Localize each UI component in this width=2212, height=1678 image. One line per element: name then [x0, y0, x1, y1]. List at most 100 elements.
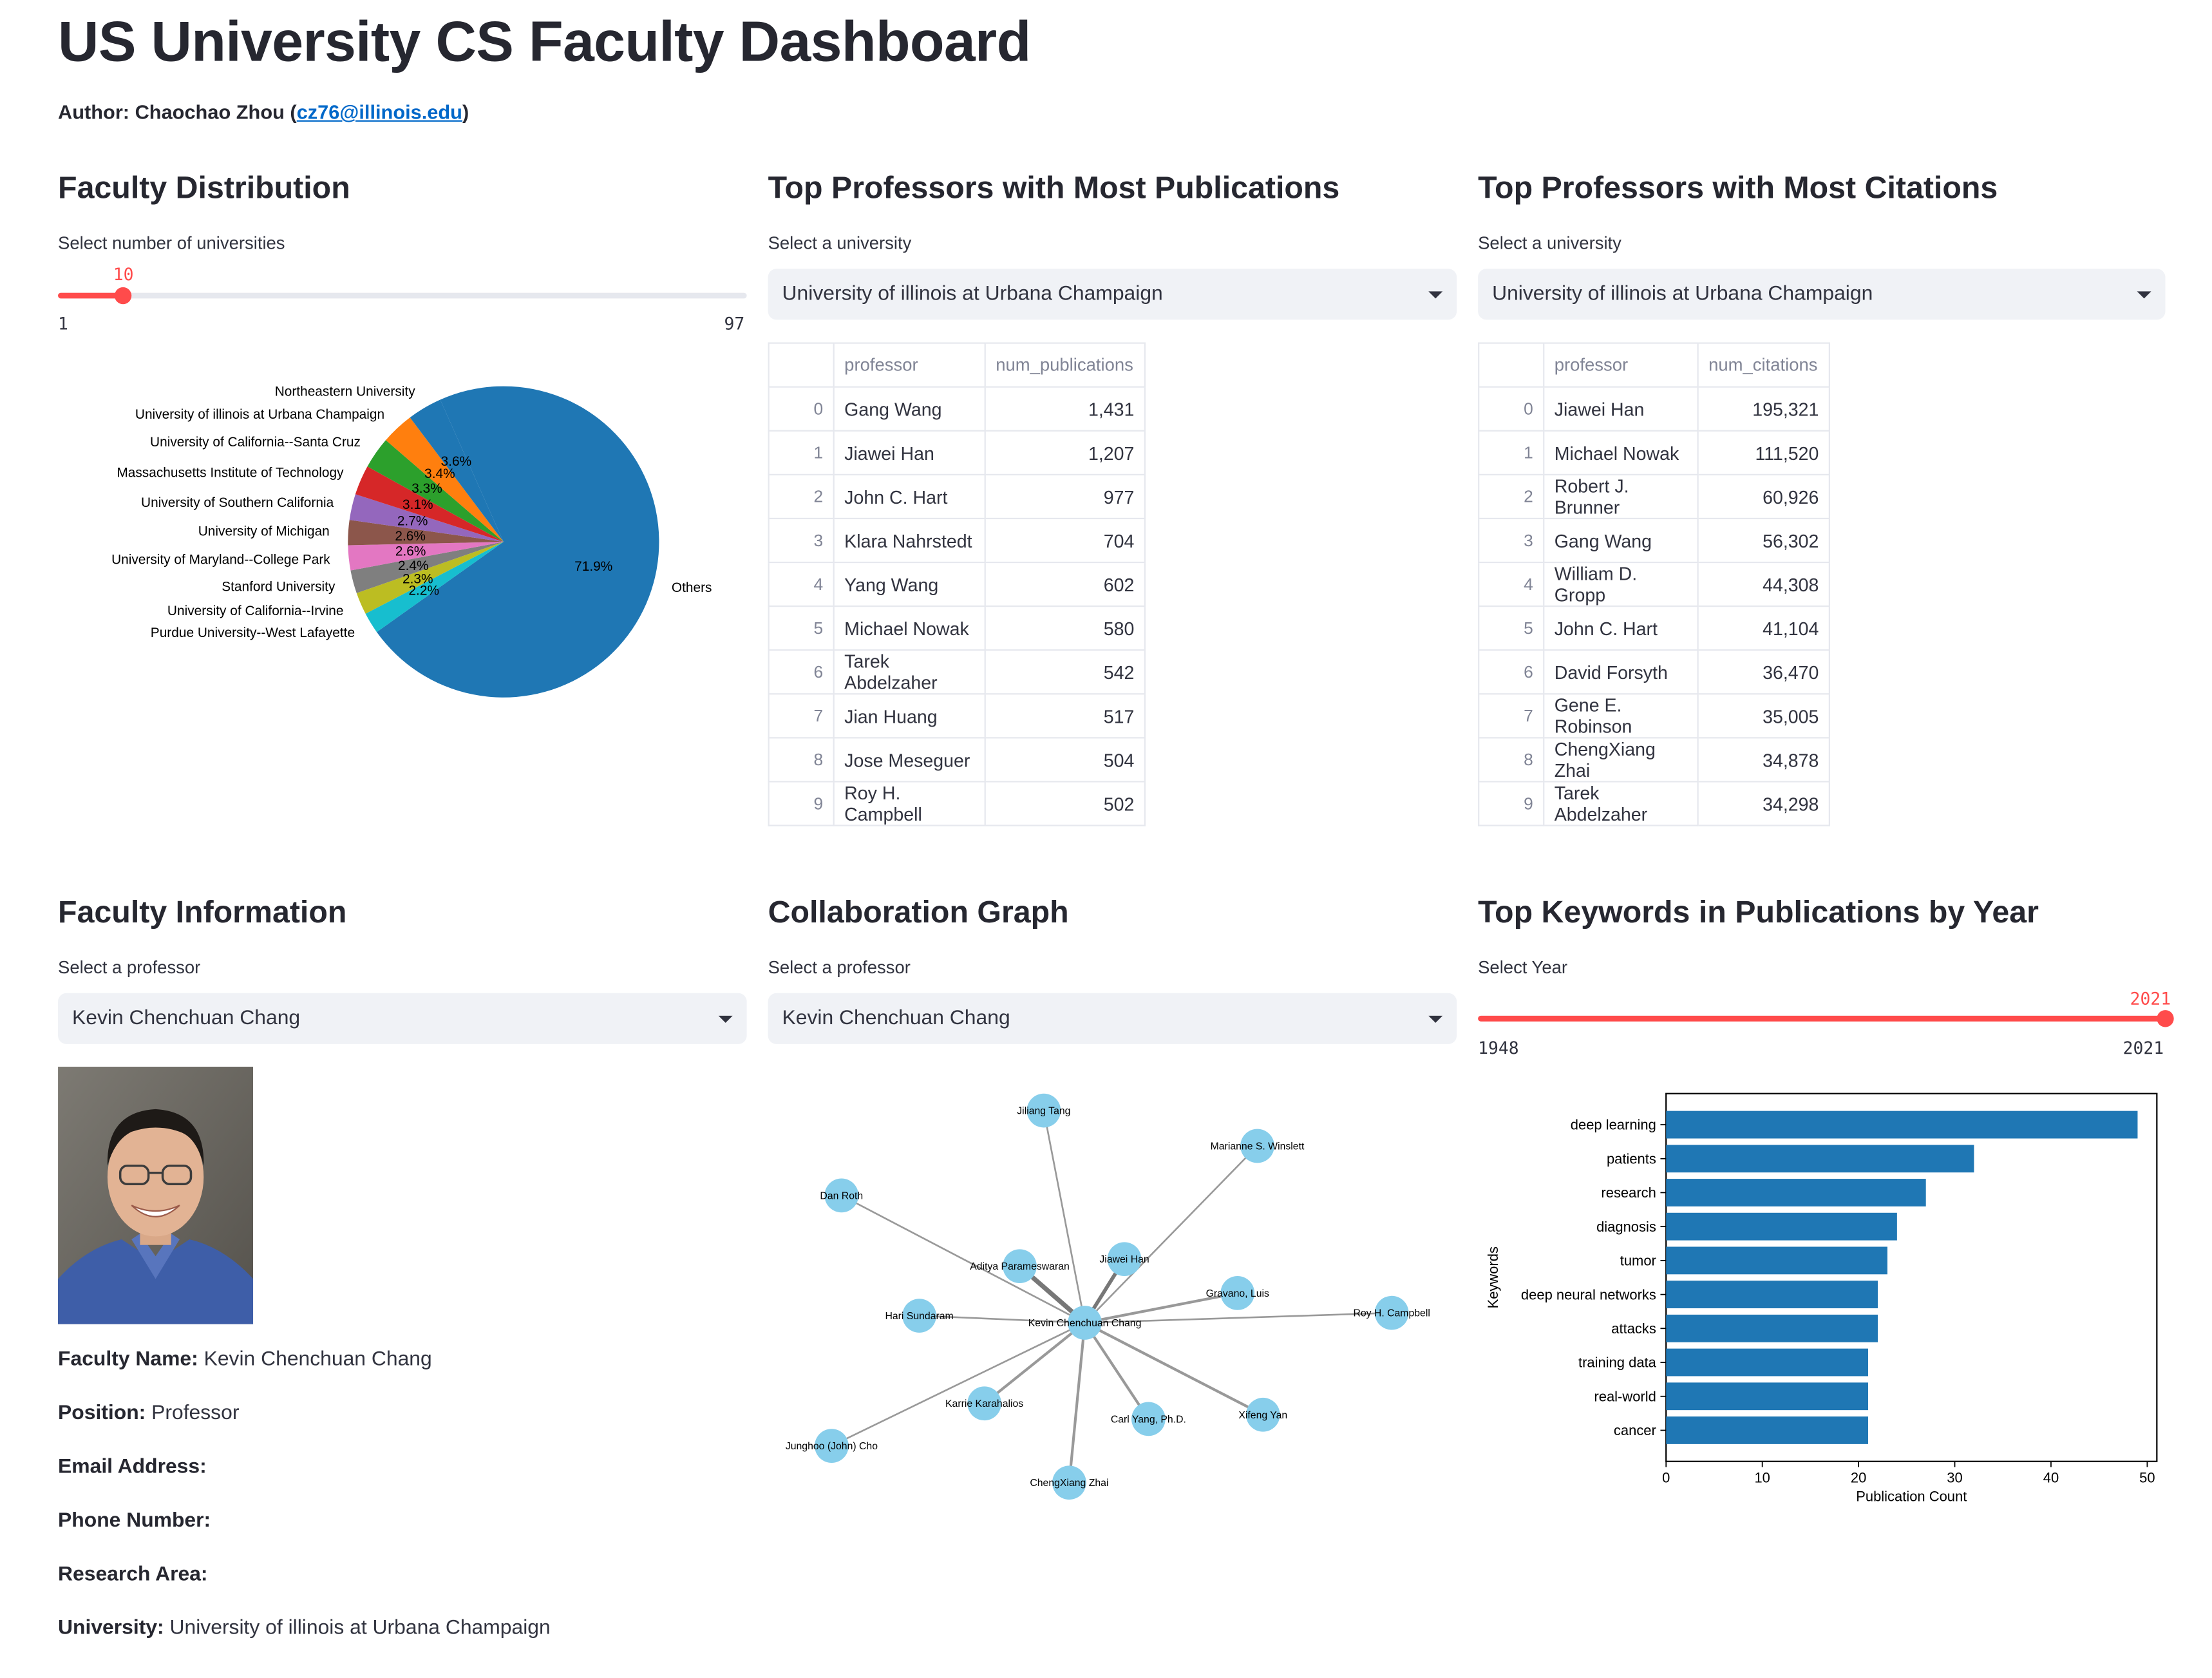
value-cell[interactable]: 195,321 [1697, 386, 1830, 432]
table-row[interactable]: 2 John C. Hart 977 [768, 473, 1146, 520]
graph-node[interactable] [1052, 1465, 1086, 1500]
professor-cell[interactable]: John C. Hart [1543, 605, 1699, 651]
value-cell[interactable]: 517 [984, 693, 1146, 739]
table-row[interactable]: 3 Klara Nahrstedt 704 [768, 517, 1146, 564]
table-row[interactable]: 8 Jose Meseguer 504 [768, 737, 1146, 783]
table-row[interactable]: 4 Yang Wang 602 [768, 561, 1146, 607]
faculty-distribution-heading: Faculty Distribution [58, 169, 350, 205]
professor-cell[interactable]: Michael Nowak [833, 605, 986, 651]
professor-cell[interactable]: Jiawei Han [1543, 386, 1699, 432]
table-row[interactable]: 6 David Forsyth 36,470 [1478, 649, 1830, 695]
value-cell[interactable]: 60,926 [1697, 473, 1830, 520]
professor-cell[interactable]: Michael Nowak [1543, 430, 1699, 475]
professor-cell[interactable]: Roy H. Campbell [833, 781, 986, 826]
professor-cell[interactable]: Tarek Abdelzaher [1543, 781, 1699, 826]
value-cell[interactable]: 36,470 [1697, 649, 1830, 695]
faculty-info-label: Phone Number: [58, 1509, 211, 1532]
x-tick-label: 10 [1754, 1470, 1770, 1486]
value-cell[interactable]: 602 [984, 561, 1146, 607]
value-cell[interactable]: 704 [984, 517, 1146, 564]
top-citations-heading: Top Professors with Most Citations [1478, 169, 1998, 205]
column-header[interactable]: professor [833, 342, 986, 388]
table-row[interactable]: 5 Michael Nowak 580 [768, 605, 1146, 651]
graph-node[interactable] [1245, 1397, 1280, 1432]
table-row[interactable]: 7 Jian Huang 517 [768, 693, 1146, 739]
table-row[interactable]: 9 Tarek Abdelzaher 34,298 [1478, 781, 1830, 826]
column-header[interactable]: num_publications [984, 342, 1146, 388]
keyword-bar [1666, 1212, 1897, 1241]
graph-node[interactable] [1107, 1242, 1142, 1277]
table-row[interactable]: 1 Michael Nowak 111,520 [1478, 430, 1830, 475]
table-row[interactable]: 3 Gang Wang 56,302 [1478, 517, 1830, 564]
year-slider-max: 2021 [2122, 1038, 2164, 1058]
faculty-professor-select[interactable]: Kevin Chenchuan Chang [58, 993, 747, 1044]
professor-cell[interactable]: Jiawei Han [833, 430, 986, 475]
graph-node[interactable] [1220, 1276, 1255, 1310]
collaboration-professor-select[interactable]: Kevin Chenchuan Chang [768, 993, 1457, 1044]
x-tick-label: 30 [1947, 1470, 1962, 1486]
value-cell[interactable]: 111,520 [1697, 430, 1830, 475]
collaboration-professor-select-label: Select a professor [768, 957, 911, 978]
graph-node[interactable] [815, 1429, 849, 1463]
professor-cell[interactable]: Gang Wang [1543, 517, 1699, 564]
author-email-link[interactable]: cz76@illinois.edu [296, 100, 462, 124]
table-row[interactable]: 8 ChengXiang Zhai 34,878 [1478, 737, 1830, 783]
year-slider-thumb[interactable] [2157, 1010, 2174, 1027]
graph-node[interactable] [967, 1386, 1001, 1421]
value-cell[interactable]: 34,878 [1697, 737, 1830, 783]
pie-pct-label: 3.4% [424, 466, 455, 481]
professor-cell[interactable]: Jian Huang [833, 693, 986, 739]
value-cell[interactable]: 56,302 [1697, 517, 1830, 564]
table-row[interactable]: 0 Jiawei Han 195,321 [1478, 386, 1830, 432]
graph-center-node[interactable] [1068, 1306, 1102, 1340]
professor-cell[interactable]: Robert J. Brunner [1543, 473, 1699, 520]
professor-cell[interactable]: Klara Nahrstedt [833, 517, 986, 564]
graph-node[interactable] [1240, 1129, 1274, 1163]
graph-node[interactable] [1003, 1249, 1037, 1284]
value-cell[interactable]: 41,104 [1697, 605, 1830, 651]
university-count-slider-track[interactable] [58, 292, 747, 299]
citations-university-select[interactable]: University of illinois at Urbana Champai… [1478, 269, 2166, 320]
professor-cell[interactable]: Gang Wang [833, 386, 986, 432]
column-header[interactable]: num_citations [1697, 342, 1830, 388]
table-row[interactable]: 2 Robert J. Brunner 60,926 [1478, 473, 1830, 520]
value-cell[interactable]: 977 [984, 473, 1146, 520]
university-count-slider-thumb[interactable] [114, 287, 131, 305]
professor-cell[interactable]: Tarek Abdelzaher [833, 649, 986, 695]
value-cell[interactable]: 35,005 [1697, 693, 1830, 739]
graph-edge [1084, 1311, 1392, 1324]
graph-node[interactable] [1131, 1402, 1166, 1436]
graph-node[interactable] [824, 1178, 859, 1213]
graph-node[interactable] [902, 1299, 936, 1333]
professor-cell[interactable]: William D. Gropp [1543, 561, 1699, 607]
value-cell[interactable]: 44,308 [1697, 561, 1830, 607]
professor-cell[interactable]: Jose Meseguer [833, 737, 986, 783]
table-row[interactable]: 1 Jiawei Han 1,207 [768, 430, 1146, 475]
value-cell[interactable]: 580 [984, 605, 1146, 651]
top-publications-heading: Top Professors with Most Publications [768, 169, 1340, 205]
table-row[interactable]: 6 Tarek Abdelzaher 542 [768, 649, 1146, 695]
value-cell[interactable]: 542 [984, 649, 1146, 695]
graph-node[interactable] [1374, 1295, 1409, 1330]
professor-cell[interactable]: Gene E. Robinson [1543, 693, 1699, 739]
university-count-slider-label: Select number of universities [58, 233, 285, 254]
professor-cell[interactable]: John C. Hart [833, 473, 986, 520]
value-cell[interactable]: 502 [984, 781, 1146, 826]
table-row[interactable]: 9 Roy H. Campbell 502 [768, 781, 1146, 826]
professor-cell[interactable]: Yang Wang [833, 561, 986, 607]
pie-slice [376, 386, 659, 698]
value-cell[interactable]: 34,298 [1697, 781, 1830, 826]
professor-cell[interactable]: ChengXiang Zhai [1543, 737, 1699, 783]
value-cell[interactable]: 504 [984, 737, 1146, 783]
table-row[interactable]: 5 John C. Hart 41,104 [1478, 605, 1830, 651]
value-cell[interactable]: 1,207 [984, 430, 1146, 475]
table-row[interactable]: 0 Gang Wang 1,431 [768, 386, 1146, 432]
year-slider-value: 2021 [2130, 989, 2171, 1009]
graph-node[interactable] [1026, 1093, 1061, 1128]
professor-cell[interactable]: David Forsyth [1543, 649, 1699, 695]
table-row[interactable]: 4 William D. Gropp 44,308 [1478, 561, 1830, 607]
publications-university-select[interactable]: University of illinois at Urbana Champai… [768, 269, 1457, 320]
value-cell[interactable]: 1,431 [984, 386, 1146, 432]
table-row[interactable]: 7 Gene E. Robinson 35,005 [1478, 693, 1830, 739]
column-header[interactable]: professor [1543, 342, 1699, 388]
